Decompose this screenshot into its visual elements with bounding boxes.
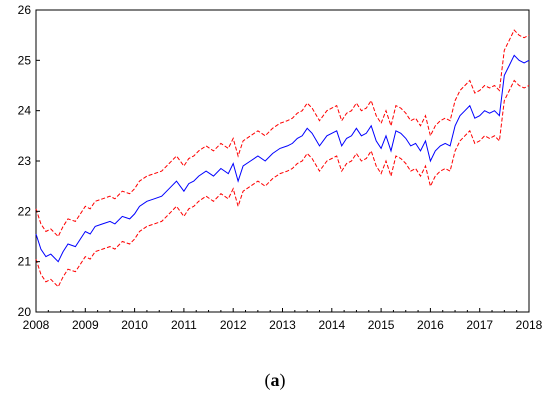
y-tick-label: 20 <box>18 305 32 319</box>
x-tick-label: 2008 <box>23 318 50 332</box>
y-tick-label: 21 <box>18 255 32 269</box>
x-tick-label: 2012 <box>220 318 247 332</box>
series-line-main <box>35 54 530 263</box>
x-tick-label: 2016 <box>417 318 444 332</box>
series-line-lower-band <box>35 79 530 288</box>
series-layer <box>35 29 530 288</box>
y-tick-label: 26 <box>18 3 32 17</box>
x-tick-label: 2015 <box>368 318 395 332</box>
series-line-upper-band <box>35 29 530 238</box>
caption-letter: a <box>270 370 280 390</box>
x-axis: 2008 2009 2010 2011 2012 2013 2014 2015 2016 2017… <box>23 308 543 332</box>
x-tick-label: 2018 <box>516 318 543 332</box>
x-tick-label: 2010 <box>121 318 148 332</box>
x-tick-label: 2017 <box>466 318 493 332</box>
caption-close-paren: ) <box>279 370 286 390</box>
y-tick-label: 22 <box>18 204 32 218</box>
y-axis: 20 21 22 23 24 25 26 <box>18 3 40 319</box>
caption-open-paren: ( <box>264 370 271 390</box>
y-tick-label: 24 <box>18 104 32 118</box>
y-tick-label: 23 <box>18 154 32 168</box>
y-tick-label: 25 <box>18 53 32 67</box>
x-tick-label: 2011 <box>171 318 197 332</box>
figure-caption: (a) <box>0 370 550 391</box>
x-tick-label: 2013 <box>269 318 296 332</box>
x-tick-label: 2014 <box>318 318 345 332</box>
plot-frame <box>35 9 530 313</box>
x-tick-label: 2009 <box>72 318 99 332</box>
